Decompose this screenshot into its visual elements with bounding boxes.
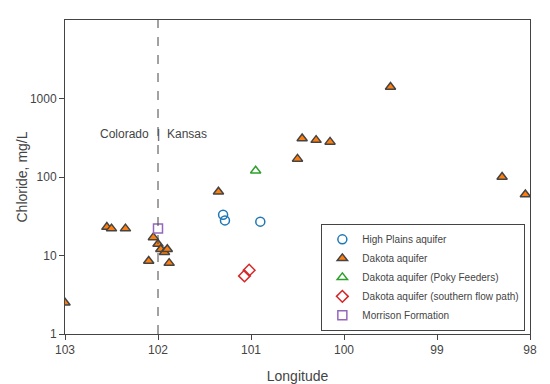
svg-text:99: 99 bbox=[430, 343, 444, 357]
svg-text:Colorado: Colorado bbox=[100, 127, 149, 141]
svg-text:98: 98 bbox=[523, 343, 537, 357]
svg-text:100: 100 bbox=[37, 170, 57, 184]
svg-text:Dakota aquifer (southern flow: Dakota aquifer (southern flow path) bbox=[362, 291, 518, 302]
svg-text:1000: 1000 bbox=[30, 92, 57, 106]
svg-text:|: | bbox=[157, 127, 160, 141]
svg-text:1: 1 bbox=[50, 327, 57, 341]
svg-text:100: 100 bbox=[334, 343, 354, 357]
svg-text:10: 10 bbox=[43, 249, 57, 263]
svg-text:Morrison Formation: Morrison Formation bbox=[362, 310, 449, 321]
svg-text:Kansas: Kansas bbox=[167, 127, 207, 141]
svg-text:Chloride, mg/L: Chloride, mg/L bbox=[14, 131, 30, 222]
svg-text:Dakota aquifer: Dakota aquifer bbox=[362, 253, 428, 264]
svg-text:103: 103 bbox=[55, 343, 75, 357]
svg-text:101: 101 bbox=[241, 343, 261, 357]
svg-text:Dakota aquifer (Poky Feeders): Dakota aquifer (Poky Feeders) bbox=[362, 272, 498, 283]
svg-text:102: 102 bbox=[148, 343, 168, 357]
svg-text:High Plains aquifer: High Plains aquifer bbox=[362, 234, 447, 245]
svg-text:Longitude: Longitude bbox=[267, 368, 329, 384]
